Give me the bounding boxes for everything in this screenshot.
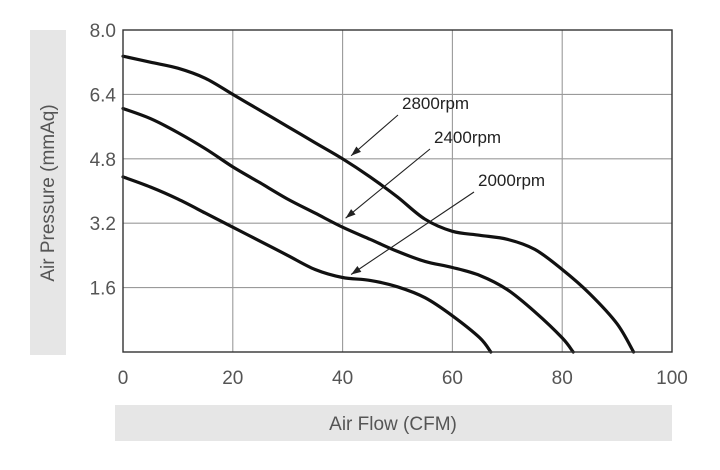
y-tick-label: 4.8	[90, 150, 116, 171]
y-tick-label: 6.4	[90, 85, 117, 106]
annotation-arrow	[350, 191, 475, 275]
x-tick-label: 100	[656, 368, 688, 389]
tick-labels: 0 20 40 60 80 100 1.6 3.2 4.8 6.4 8.0	[90, 21, 688, 389]
xlabel-band	[115, 405, 672, 441]
y-tick-label: 3.2	[90, 214, 116, 235]
ylabel-band	[30, 30, 66, 355]
x-axis-label: Air Flow (CFM)	[329, 414, 457, 435]
annotation-label: 2400rpm	[434, 128, 501, 147]
x-tick-label: 80	[552, 368, 573, 389]
annotations: 2800rpm 2400rpm 2000rpm	[345, 94, 545, 275]
y-tick-label: 8.0	[90, 21, 116, 42]
x-tick-label: 40	[332, 368, 353, 389]
series-line-2000rpm	[121, 175, 493, 354]
series-line-2400rpm	[121, 106, 575, 354]
annotation-arrow	[350, 114, 399, 157]
x-tick-label: 60	[442, 368, 463, 389]
plot-frame	[122, 29, 673, 353]
annotation-label: 2000rpm	[478, 171, 545, 190]
curves	[121, 54, 636, 354]
annotation-arrowhead	[345, 209, 356, 219]
annotation-arrow	[345, 148, 431, 219]
annotation-arrowhead	[351, 146, 361, 156]
annotation-arrowhead	[351, 266, 362, 275]
y-axis-label: Air Pressure (mmAq)	[38, 104, 59, 281]
series-line-2800rpm	[121, 54, 636, 354]
x-tick-label: 0	[118, 368, 129, 389]
grid	[123, 30, 672, 352]
annotation-label: 2800rpm	[402, 94, 469, 113]
x-tick-label: 20	[222, 368, 243, 389]
y-tick-label: 1.6	[90, 279, 116, 300]
